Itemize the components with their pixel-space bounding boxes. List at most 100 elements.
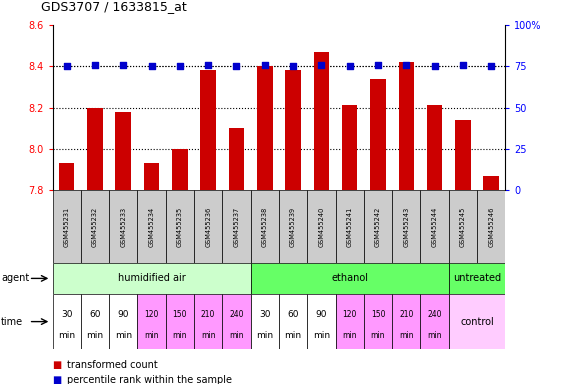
Bar (342, 106, 357, 190)
Text: min: min (172, 331, 187, 340)
Bar (222, 294, 251, 349)
Bar (420, 294, 449, 349)
Text: control: control (460, 316, 494, 327)
Text: min: min (371, 331, 385, 340)
Bar (455, 120, 471, 190)
Point (373, 61, 383, 68)
Text: ethanol: ethanol (331, 273, 368, 283)
Bar (477, 190, 505, 263)
Text: GSM455246: GSM455246 (488, 206, 494, 247)
Bar (172, 149, 188, 190)
Bar (370, 79, 386, 190)
Text: GSM455234: GSM455234 (148, 207, 155, 247)
Text: 240: 240 (427, 310, 442, 319)
Bar (449, 263, 505, 294)
Bar (279, 190, 307, 263)
Point (402, 61, 411, 68)
Bar (449, 294, 505, 349)
Text: min: min (144, 331, 159, 340)
Bar (449, 190, 477, 263)
Bar (484, 175, 499, 190)
Text: 150: 150 (172, 310, 187, 319)
Bar (251, 263, 449, 294)
Text: GSM455244: GSM455244 (432, 206, 437, 247)
Text: GSM455235: GSM455235 (177, 207, 183, 247)
Point (175, 63, 184, 69)
Point (90, 61, 99, 68)
Text: transformed count: transformed count (67, 360, 158, 370)
Point (232, 63, 241, 69)
Text: GSM455242: GSM455242 (375, 206, 381, 247)
Text: agent: agent (1, 273, 29, 283)
Text: GSM455245: GSM455245 (460, 206, 466, 247)
Text: GSM455241: GSM455241 (347, 207, 353, 247)
Bar (87, 108, 103, 190)
Bar (81, 294, 109, 349)
Text: min: min (343, 331, 357, 340)
Text: ■: ■ (53, 360, 62, 370)
Text: min: min (284, 331, 301, 340)
Text: GSM455243: GSM455243 (403, 207, 409, 247)
Point (345, 63, 354, 69)
Text: 150: 150 (371, 310, 385, 319)
Bar (279, 294, 307, 349)
Text: 120: 120 (144, 310, 159, 319)
Text: GDS3707 / 1633815_at: GDS3707 / 1633815_at (41, 0, 187, 13)
Bar (307, 294, 336, 349)
Bar (194, 190, 222, 263)
Text: ■: ■ (53, 375, 62, 384)
Text: 30: 30 (61, 310, 73, 319)
Point (260, 61, 270, 68)
Text: GSM455236: GSM455236 (205, 207, 211, 247)
Text: 90: 90 (316, 310, 327, 319)
Text: 60: 60 (287, 310, 299, 319)
Text: min: min (427, 331, 442, 340)
Bar (257, 66, 272, 190)
Bar (81, 190, 109, 263)
Text: untreated: untreated (453, 273, 501, 283)
Bar (336, 294, 364, 349)
Point (62, 63, 71, 69)
Text: GSM455232: GSM455232 (92, 207, 98, 247)
Bar (109, 294, 138, 349)
Point (204, 61, 213, 68)
Bar (222, 190, 251, 263)
Text: GSM455237: GSM455237 (234, 207, 239, 247)
Bar (392, 294, 420, 349)
Text: min: min (229, 331, 244, 340)
Point (486, 63, 496, 69)
Text: min: min (86, 331, 103, 340)
Text: min: min (201, 331, 215, 340)
Text: 30: 30 (259, 310, 271, 319)
Text: 120: 120 (343, 310, 357, 319)
Text: 90: 90 (118, 310, 129, 319)
Point (430, 63, 439, 69)
Text: time: time (1, 316, 23, 327)
Text: 240: 240 (229, 310, 244, 319)
Point (459, 61, 468, 68)
Text: min: min (256, 331, 274, 340)
Point (288, 63, 297, 69)
Bar (286, 70, 301, 190)
Text: GSM455238: GSM455238 (262, 207, 268, 247)
Text: 210: 210 (201, 310, 215, 319)
Bar (364, 190, 392, 263)
Text: GSM455233: GSM455233 (120, 207, 126, 247)
Bar (420, 190, 449, 263)
Bar (336, 190, 364, 263)
Bar (307, 190, 336, 263)
Bar (115, 112, 131, 190)
Text: 210: 210 (399, 310, 413, 319)
Bar (138, 190, 166, 263)
Text: min: min (58, 331, 75, 340)
Bar (399, 62, 414, 190)
Text: GSM455239: GSM455239 (290, 207, 296, 247)
Text: min: min (399, 331, 413, 340)
Bar (229, 128, 244, 190)
Point (119, 61, 128, 68)
Bar (166, 190, 194, 263)
Text: min: min (115, 331, 132, 340)
Bar (138, 294, 166, 349)
Bar (251, 294, 279, 349)
Point (317, 61, 326, 68)
